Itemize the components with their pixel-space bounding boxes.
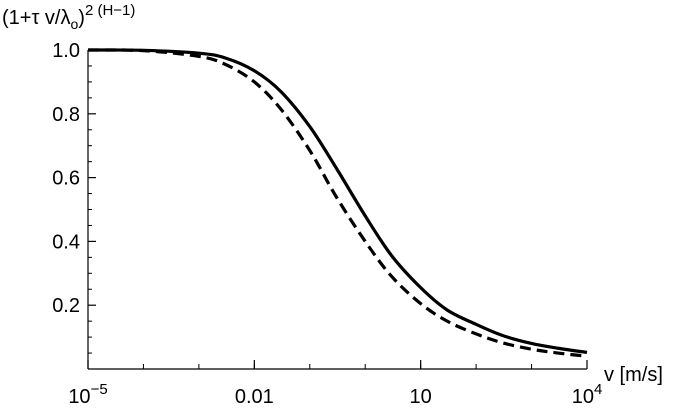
- axes: [87, 50, 587, 370]
- series-solid-line: [87, 48, 588, 354]
- y-axis-label-close: ): [78, 7, 85, 29]
- y-axis-label-sub: o: [70, 16, 78, 32]
- x-axis-label: v [m/s]: [604, 364, 663, 386]
- x-tick-label: 10−5: [68, 381, 107, 408]
- x-tick-label: 10: [410, 386, 432, 408]
- x-tick-label: 104: [572, 381, 603, 408]
- y-tick-label: 0.6: [52, 168, 80, 190]
- series-layer: [87, 48, 588, 358]
- y-axis-label-base: (1+τ v/λ: [2, 7, 70, 29]
- y-tick-label: 0.2: [52, 295, 80, 317]
- y-axis-label: (1+τ v/λo)2 (H−1): [2, 2, 135, 32]
- series-dashed-line: [87, 48, 588, 358]
- y-tick-label: 1.0: [52, 40, 80, 62]
- x-tick-label: 0.01: [235, 386, 274, 408]
- y-axis-label-exp: 2 (H−1): [85, 2, 135, 19]
- y-tick-label: 0.4: [52, 231, 80, 253]
- ticks: 10−5 0.01 10 104 0.2 0.4 0.6 0.8 1.0: [52, 40, 602, 408]
- y-tick-label: 0.8: [52, 104, 80, 126]
